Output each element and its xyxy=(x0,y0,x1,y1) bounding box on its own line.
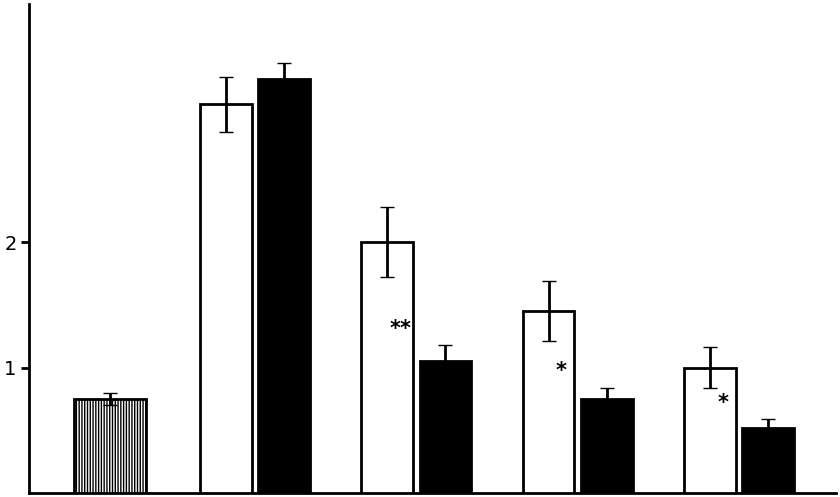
Bar xyxy=(684,368,736,493)
Bar xyxy=(522,311,575,493)
Text: *: * xyxy=(556,361,567,381)
Bar xyxy=(200,104,252,493)
Bar xyxy=(74,399,146,493)
Text: **: ** xyxy=(389,319,411,339)
Bar xyxy=(361,242,413,493)
Bar xyxy=(419,361,471,493)
Bar xyxy=(258,80,310,493)
Bar xyxy=(581,399,633,493)
Bar xyxy=(743,428,794,493)
Text: *: * xyxy=(717,393,728,413)
